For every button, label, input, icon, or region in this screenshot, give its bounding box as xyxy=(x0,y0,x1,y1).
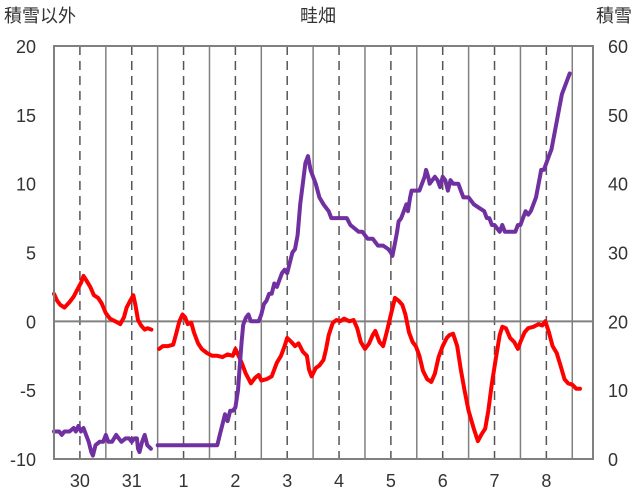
x-tick-label: 2 xyxy=(230,471,240,491)
right-axis-label: 積雪 xyxy=(596,6,632,26)
x-tick-label: 7 xyxy=(490,471,500,491)
y-left-tick-label: 0 xyxy=(26,312,36,332)
y-right-tick-label: 30 xyxy=(608,244,628,264)
series-1-segment-1 xyxy=(155,71,572,448)
left-axis-label: 積雪以外 xyxy=(4,6,76,26)
chart-series xyxy=(52,71,582,458)
y-right-tick-label: 60 xyxy=(608,37,628,57)
x-tick-label: 31 xyxy=(122,471,142,491)
series-0-segment-0 xyxy=(52,273,154,332)
y-right-tick-label: 40 xyxy=(608,175,628,195)
x-tick-label: 6 xyxy=(438,471,448,491)
y-left-tick-label: -10 xyxy=(10,450,36,470)
series-0-segment-1 xyxy=(157,295,582,444)
y-right-tick-label: 50 xyxy=(608,106,628,126)
y-left-tick-label: 20 xyxy=(16,37,36,57)
y-left-tick-label: -5 xyxy=(20,381,36,401)
y-left-tick-label: 10 xyxy=(16,175,36,195)
y-left-tick-label: 5 xyxy=(26,244,36,264)
x-tick-label: 5 xyxy=(386,471,396,491)
chart-title: 畦畑 xyxy=(300,6,336,26)
y-left-tick-label: 15 xyxy=(16,106,36,126)
x-tick-label: 1 xyxy=(179,471,189,491)
series-1-segment-0 xyxy=(52,424,153,458)
y-right-tick-label: 0 xyxy=(608,450,618,470)
x-tick-label: 8 xyxy=(541,471,551,491)
x-tick-label: 30 xyxy=(70,471,90,491)
plot-frame xyxy=(53,45,594,460)
y-right-tick-label: 20 xyxy=(608,312,628,332)
grid-lines xyxy=(54,46,593,459)
x-tick-label: 3 xyxy=(282,471,292,491)
y-right-tick-label: 10 xyxy=(608,381,628,401)
x-tick-label: 4 xyxy=(334,471,344,491)
